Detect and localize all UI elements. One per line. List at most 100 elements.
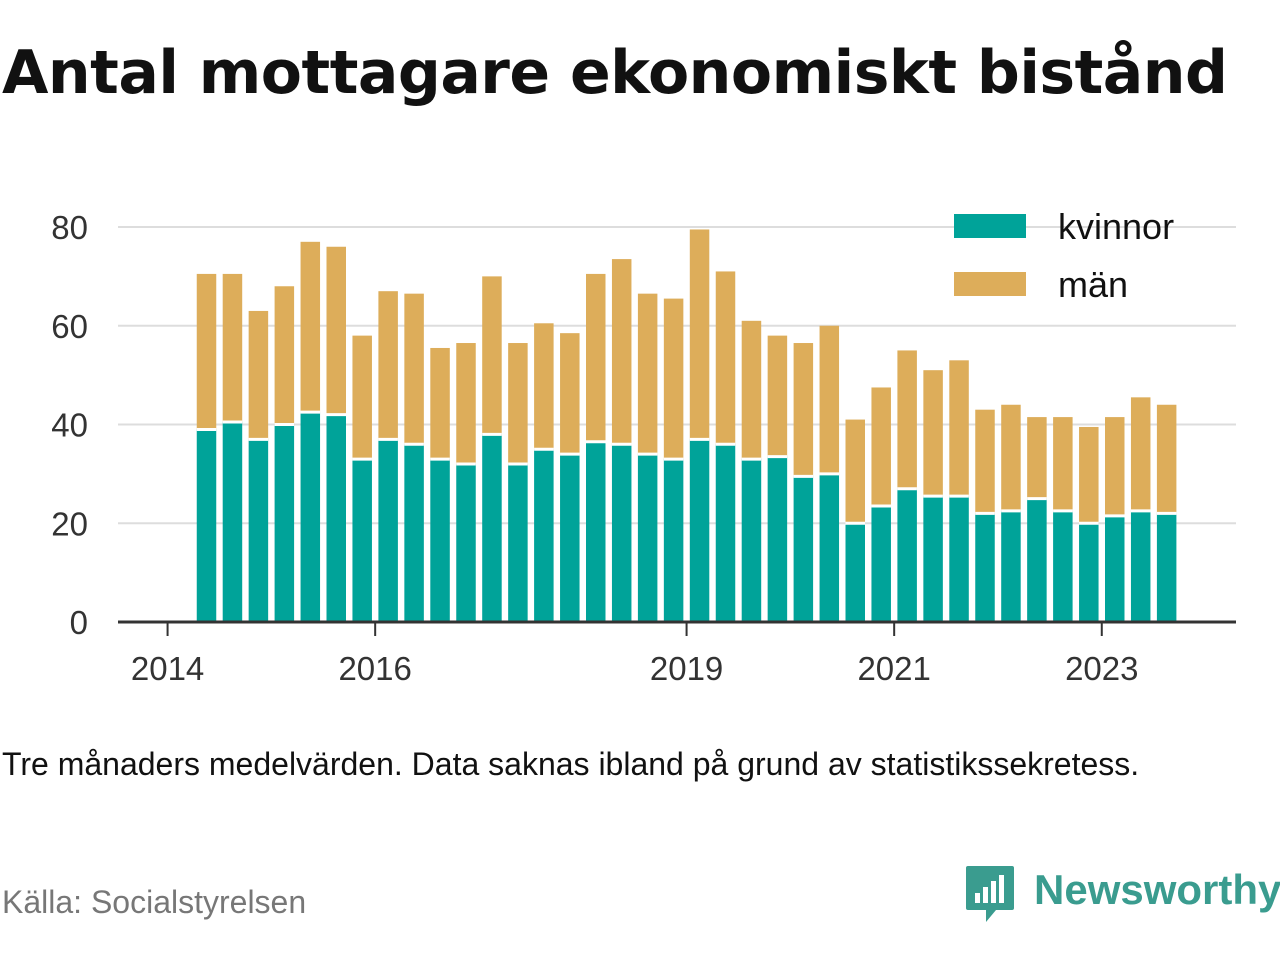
bar-kvinnor <box>196 429 217 622</box>
x-tick-label: 2016 <box>338 650 411 687</box>
bar-man <box>534 323 554 450</box>
bar-man <box>637 293 658 455</box>
bar-kvinnor <box>871 505 891 622</box>
x-tick-label: 2019 <box>650 650 723 687</box>
bar-man <box>430 347 450 460</box>
bar-man <box>404 293 424 445</box>
bar-man <box>1053 417 1073 511</box>
bar-kvinnor <box>845 523 865 622</box>
bar-man <box>508 343 528 464</box>
bar-kvinnor <box>352 459 372 622</box>
bar-man <box>819 325 840 474</box>
bar-man <box>1156 404 1177 514</box>
legend: kvinnor män <box>954 206 1174 305</box>
bar-kvinnor <box>1027 498 1047 622</box>
bar-kvinnor <box>897 488 917 622</box>
x-tick-label: 2014 <box>131 650 204 687</box>
bar-kvinnor <box>326 414 346 622</box>
bar-kvinnor <box>1001 510 1021 622</box>
brand[interactable]: Newsworthy <box>964 864 1280 924</box>
y-tick-label: 80 <box>51 209 88 246</box>
source-label: Källa: Socialstyrelsen <box>2 884 307 920</box>
bar-kvinnor <box>482 434 502 622</box>
bar-man <box>767 335 788 457</box>
chart-note: Tre månaders medelvärden. Data saknas ib… <box>2 746 1140 782</box>
x-tick-label: 2021 <box>857 650 930 687</box>
bar-kvinnor <box>793 476 814 622</box>
bar-man <box>300 241 321 413</box>
bar-kvinnor <box>1156 513 1177 622</box>
bar-man <box>1079 426 1099 524</box>
bar-man <box>1027 417 1047 499</box>
bar-kvinnor <box>741 459 762 622</box>
y-tick-label: 60 <box>51 308 88 345</box>
bar-man <box>715 271 736 445</box>
bar-kvinnor <box>975 513 995 622</box>
bar-man <box>482 276 502 435</box>
bar-kvinnor <box>923 496 943 622</box>
bar-kvinnor <box>586 441 606 622</box>
bar-kvinnor <box>767 456 788 622</box>
bar-kvinnor <box>508 464 528 622</box>
bar-man <box>975 409 995 514</box>
bar-kvinnor <box>1105 515 1125 622</box>
bar-man <box>689 229 710 440</box>
bar-kvinnor <box>404 444 424 622</box>
stacked-bar-chart: 0 20 40 60 80 2014 2016 2019 2021 2023 kvinnor män <box>51 206 1236 687</box>
legend-label-man: män <box>1058 264 1128 305</box>
newsworthy-logo-icon <box>966 866 1014 922</box>
y-tick-label: 20 <box>51 505 88 542</box>
page-title: Antal mottagare ekonomiskt bistånd <box>2 38 1228 108</box>
bar-kvinnor <box>1130 510 1151 622</box>
bar-man <box>1105 417 1125 516</box>
y-tick-label: 40 <box>51 407 88 444</box>
bar-kvinnor <box>1053 510 1073 622</box>
brand-name: Newsworthy <box>1034 866 1280 913</box>
bar-man <box>274 286 295 425</box>
bar-man <box>949 360 969 497</box>
axes: 0 20 40 60 80 2014 2016 2019 2021 2023 <box>51 209 1236 687</box>
legend-swatch-man <box>954 272 1026 296</box>
bar-man <box>1001 404 1021 511</box>
bar-man <box>897 350 917 489</box>
bar-kvinnor <box>1079 523 1099 622</box>
bar-kvinnor <box>222 422 243 622</box>
bar-kvinnor <box>663 459 684 622</box>
bar-man <box>326 246 346 415</box>
bar-kvinnor <box>378 439 398 622</box>
bar-man <box>1130 397 1151 511</box>
bar-kvinnor <box>949 496 969 622</box>
bar-man <box>456 343 476 464</box>
bar-man <box>222 273 243 423</box>
bars <box>196 229 1177 622</box>
legend-label-kvinnor: kvinnor <box>1058 206 1174 247</box>
bar-man <box>378 291 398 440</box>
bar-man <box>560 333 580 455</box>
bar-kvinnor <box>689 439 710 622</box>
bar-kvinnor <box>715 444 736 622</box>
bar-kvinnor <box>534 449 554 622</box>
bar-kvinnor <box>611 444 632 622</box>
bar-kvinnor <box>430 459 450 622</box>
bar-man <box>923 370 943 497</box>
bar-man <box>196 273 217 430</box>
bar-man <box>845 419 865 524</box>
bar-man <box>793 343 814 477</box>
y-tick-label: 0 <box>70 604 88 641</box>
bar-man <box>663 298 684 460</box>
bar-man <box>741 320 762 460</box>
bar-man <box>352 335 372 460</box>
bar-man <box>586 273 606 442</box>
bar-kvinnor <box>300 412 321 622</box>
bar-kvinnor <box>560 454 580 622</box>
bar-man <box>871 387 891 506</box>
bar-kvinnor <box>819 473 840 622</box>
bar-kvinnor <box>637 454 658 622</box>
bar-kvinnor <box>274 424 295 622</box>
bar-kvinnor <box>456 464 476 622</box>
legend-swatch-kvinnor <box>954 214 1026 238</box>
bar-kvinnor <box>248 439 269 622</box>
bar-man <box>611 259 632 445</box>
x-tick-label: 2023 <box>1065 650 1138 687</box>
bar-man <box>248 310 269 440</box>
